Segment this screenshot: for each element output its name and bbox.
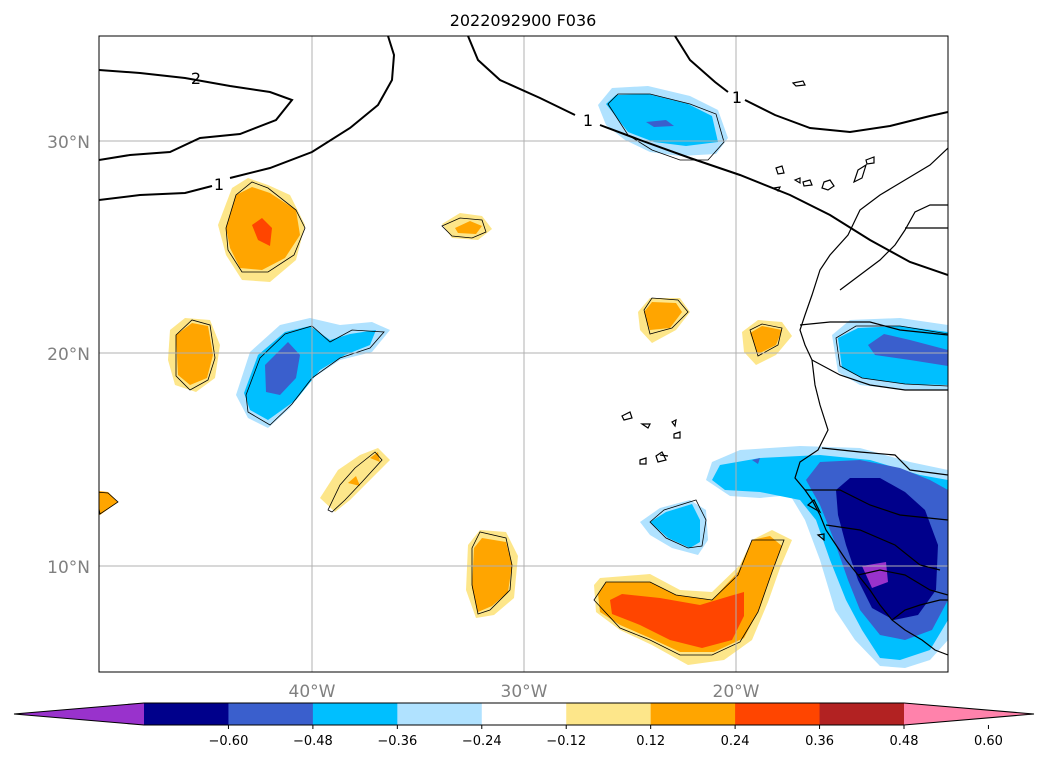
graticule — [99, 36, 948, 672]
contour-labels: 2 1 1 1 — [191, 69, 742, 194]
contour-label: 2 — [191, 69, 201, 88]
colorbar-tick-label: −0.60 — [209, 734, 249, 749]
negative-anomaly-shading — [236, 86, 948, 668]
colorbar-tick-label: 0.36 — [805, 734, 834, 749]
colorbar-tick-label: −0.24 — [462, 734, 502, 749]
map-area: 2 1 1 1 — [99, 36, 948, 672]
colorbar-tick-label: 0.12 — [636, 734, 665, 749]
lon-label: 30°W — [501, 682, 548, 702]
colorbar-segment — [144, 703, 229, 725]
latitude-labels: 30°N 20°N 10°N — [47, 133, 90, 578]
positive-anomaly-shading — [99, 178, 792, 665]
map-title: 2022092900 F036 — [450, 11, 597, 30]
coastlines — [621, 80, 948, 656]
colorbar-segment — [735, 703, 821, 725]
longitude-labels: 40°W 30°W 20°W — [289, 682, 760, 702]
contour-lines — [99, 36, 948, 276]
colorbar-segment — [650, 703, 736, 725]
colorbar-segment — [312, 703, 398, 725]
significance-contours — [99, 93, 948, 656]
colorbar: −0.60 −0.48 −0.36 −0.24 −0.12 0.12 0.24 0.36 0.4… — [13, 702, 1035, 749]
lat-label: 10°N — [47, 558, 90, 578]
colorbar-tick-label: 0.24 — [721, 734, 750, 749]
contour-label: 1 — [583, 111, 593, 130]
colorbar-segment — [228, 703, 314, 725]
colorbar-tick-label: 0.60 — [974, 734, 1003, 749]
colorbar-outline — [13, 702, 1035, 726]
colorbar-extend-high — [904, 703, 1034, 725]
colorbar-tick-label: −0.48 — [293, 734, 333, 749]
colorbar-segment — [397, 703, 483, 725]
lon-label: 40°W — [289, 682, 336, 702]
map-frame — [98, 35, 949, 673]
colorbar-tick-label: −0.12 — [546, 734, 586, 749]
lat-label: 30°N — [47, 133, 90, 153]
colorbar-segment — [566, 703, 652, 725]
colorbar-extend-low — [14, 703, 144, 725]
contour-label: 1 — [214, 175, 224, 194]
contour-label: 1 — [732, 88, 742, 107]
colorbar-segment — [481, 703, 567, 725]
colorbar-tick-label: −0.36 — [377, 734, 417, 749]
colorbar-tick-label: 0.48 — [890, 734, 919, 749]
colorbar-segment — [819, 703, 905, 725]
lon-label: 20°W — [713, 682, 760, 702]
lat-label: 20°N — [47, 345, 90, 365]
